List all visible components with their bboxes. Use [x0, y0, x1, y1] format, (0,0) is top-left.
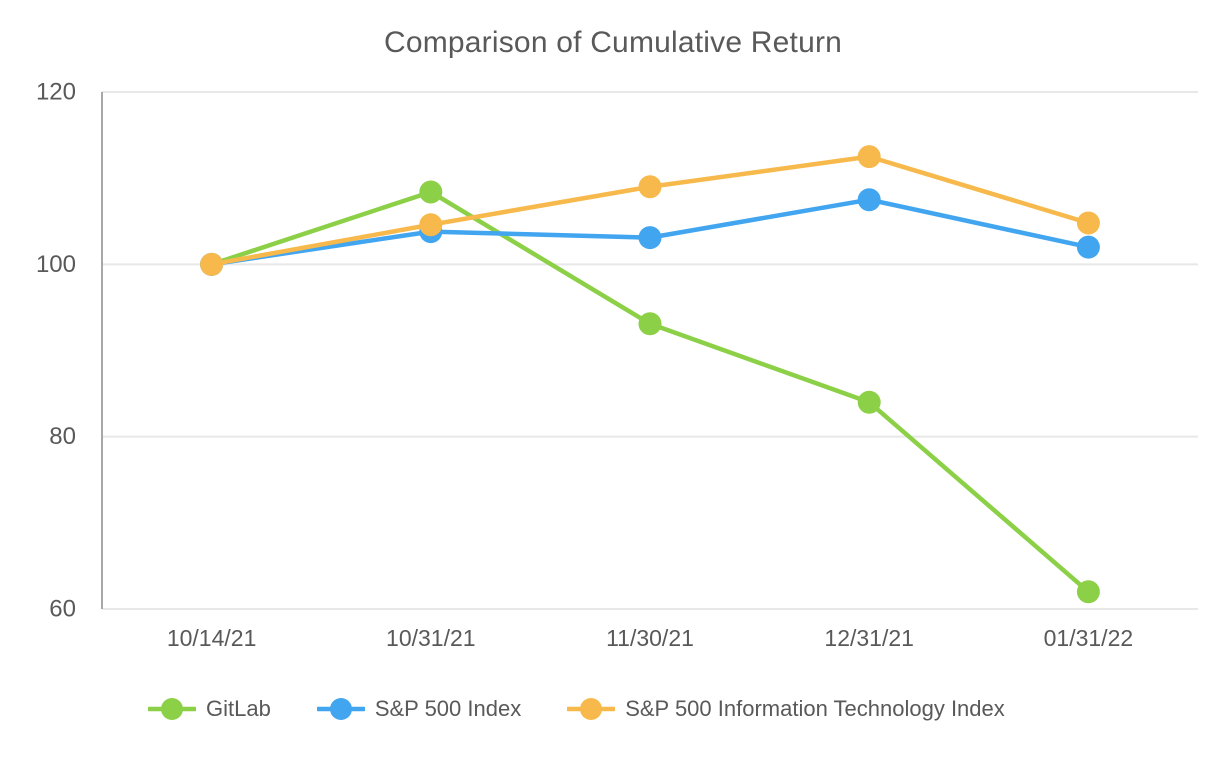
y-tick-label: 80 — [49, 423, 76, 450]
legend-item-s-p-500-information-technology-index: S&P 500 Information Technology Index — [567, 696, 1005, 722]
y-tick-label: 60 — [49, 596, 76, 623]
y-tick-label: 100 — [36, 251, 76, 278]
legend-marker-icon — [567, 698, 616, 720]
chart-legend: GitLab S&P 500 Index S&P 500 Information T… — [0, 686, 1226, 732]
series-point-gitlab-1 — [419, 180, 443, 204]
series-point-gitlab-2 — [638, 312, 662, 336]
legend-marker-icon — [148, 698, 196, 720]
legend-label: GitLab — [206, 696, 271, 721]
legend-marker-icon — [316, 698, 365, 720]
series-point-s-p-500-information-technology-index-1 — [419, 213, 443, 237]
x-tick-label: 10/31/21 — [386, 625, 476, 651]
legend-item-s-p-500-index: S&P 500 Index — [316, 696, 522, 722]
x-tick-label: 12/31/21 — [824, 625, 914, 651]
legend-label: S&P 500 Index — [374, 696, 522, 721]
chart-title: Comparison of Cumulative Return — [383, 26, 843, 59]
series-point-gitlab-4 — [1076, 580, 1100, 604]
series-line-gitlab — [209, 189, 1091, 595]
legend-item-gitlab: GitLab — [148, 696, 271, 722]
series-point-s-p-500-index-4 — [1076, 235, 1100, 259]
x-tick-label: 11/30/21 — [606, 625, 694, 651]
series-point-s-p-500-index-2 — [638, 226, 662, 250]
series-point-s-p-500-information-technology-index-0 — [200, 252, 224, 276]
legend-label: S&P 500 Information Technology Index — [625, 696, 1005, 721]
series-point-s-p-500-index-3 — [857, 188, 881, 212]
series-point-s-p-500-information-technology-index-4 — [1076, 211, 1100, 235]
series-point-s-p-500-information-technology-index-3 — [857, 145, 881, 169]
y-tick-label: 120 — [36, 79, 76, 106]
x-tick-label: 01/31/22 — [1044, 625, 1134, 651]
series-point-gitlab-3 — [857, 390, 881, 414]
series-point-s-p-500-information-technology-index-2 — [638, 175, 662, 199]
x-tick-label: 10/14/21 — [167, 625, 257, 651]
